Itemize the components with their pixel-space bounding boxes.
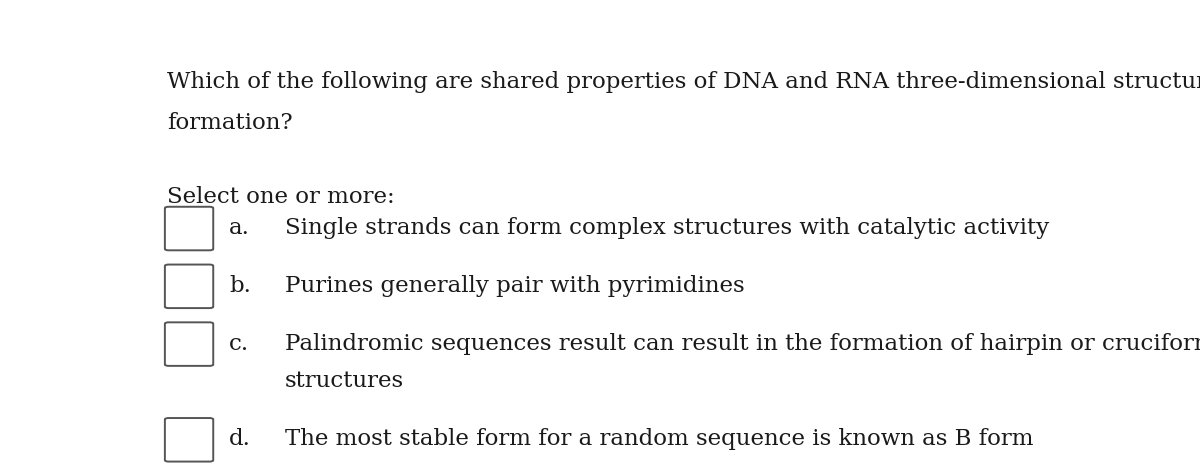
- Text: d.: d.: [229, 428, 251, 450]
- Text: Palindromic sequences result can result in the formation of hairpin or cruciform: Palindromic sequences result can result …: [284, 333, 1200, 355]
- Text: Select one or more:: Select one or more:: [167, 186, 395, 208]
- Text: formation?: formation?: [167, 112, 293, 134]
- FancyBboxPatch shape: [164, 207, 214, 250]
- FancyBboxPatch shape: [164, 418, 214, 461]
- Text: structures: structures: [284, 371, 404, 393]
- Text: Which of the following are shared properties of DNA and RNA three-dimensional st: Which of the following are shared proper…: [167, 71, 1200, 93]
- FancyBboxPatch shape: [164, 265, 214, 308]
- Text: b.: b.: [229, 275, 251, 297]
- FancyBboxPatch shape: [164, 322, 214, 366]
- Text: a.: a.: [229, 217, 250, 239]
- Text: c.: c.: [229, 333, 250, 355]
- Text: Purines generally pair with pyrimidines: Purines generally pair with pyrimidines: [284, 275, 744, 297]
- Text: Single strands can form complex structures with catalytic activity: Single strands can form complex structur…: [284, 217, 1049, 239]
- Text: The most stable form for a random sequence is known as B form: The most stable form for a random sequen…: [284, 428, 1033, 450]
